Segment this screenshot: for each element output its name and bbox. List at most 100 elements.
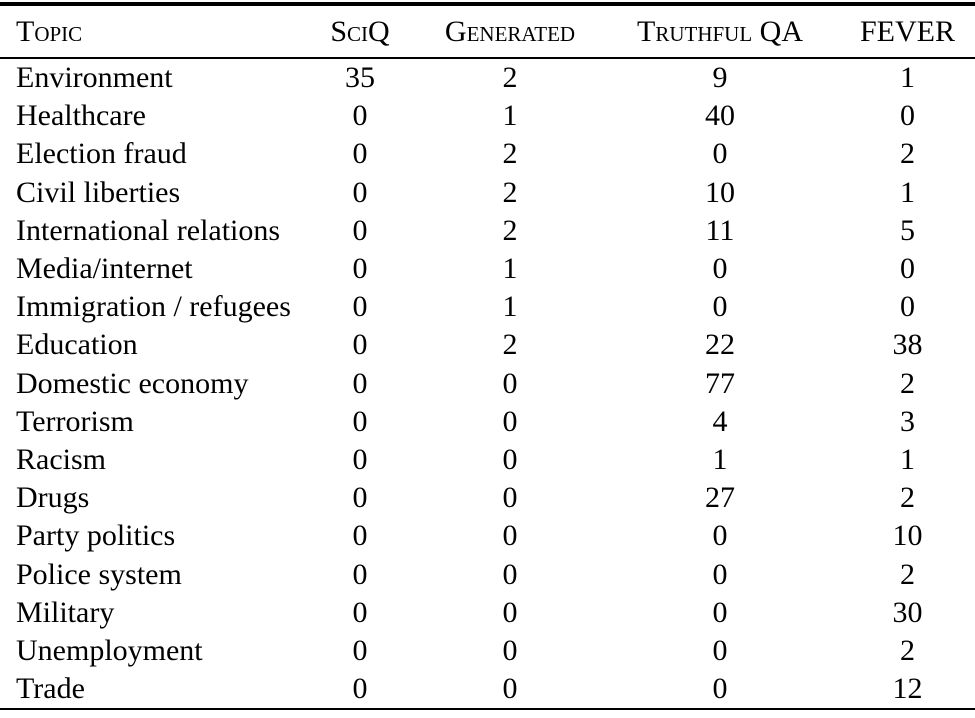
value-cell-truthful_qa: 11 bbox=[705, 213, 735, 247]
value-cell-generated: 0 bbox=[502, 404, 518, 438]
table-row: Election fraud 0 2 0 2 bbox=[0, 135, 975, 173]
value-cell-generated: 2 bbox=[502, 61, 518, 95]
value-cell-truthful_qa: 27 bbox=[705, 481, 735, 515]
value-cell-fever: 2 bbox=[900, 481, 915, 515]
value-cell-generated: 0 bbox=[502, 557, 518, 591]
value-cell-sciq: 0 bbox=[352, 557, 368, 591]
table-row: Terrorism 0 0 4 3 bbox=[0, 403, 975, 441]
value-cell-sciq: 0 bbox=[352, 672, 368, 706]
value-cell-generated: 1 bbox=[502, 290, 518, 324]
value-cell-sciq: 0 bbox=[352, 481, 368, 515]
value-cell-sciq: 0 bbox=[352, 213, 368, 247]
value-cell-sciq: 0 bbox=[352, 137, 368, 171]
topic-cell: Party politics bbox=[16, 519, 176, 553]
value-cell-fever: 0 bbox=[900, 99, 915, 133]
topic-cell: Immigration / refugees bbox=[16, 290, 291, 324]
value-cell-truthful_qa: 9 bbox=[712, 61, 728, 95]
topic-cell: Domestic economy bbox=[16, 366, 249, 400]
value-cell-fever: 2 bbox=[900, 137, 915, 171]
value-cell-generated: 2 bbox=[502, 213, 518, 247]
topic-cell: Civil liberties bbox=[16, 175, 181, 209]
topic-cell: Racism bbox=[16, 442, 106, 476]
table-row: Military 0 0 0 30 bbox=[0, 594, 975, 632]
value-cell-truthful_qa: 1 bbox=[712, 442, 728, 476]
value-cell-fever: 0 bbox=[900, 290, 915, 324]
column-header-fever: FEVER bbox=[840, 4, 975, 59]
value-cell-sciq: 0 bbox=[352, 328, 368, 362]
table-row: Education 0 2 22 38 bbox=[0, 326, 975, 364]
value-cell-generated: 2 bbox=[502, 137, 518, 171]
topic-cell: Trade bbox=[16, 672, 85, 706]
value-cell-fever: 0 bbox=[900, 252, 915, 286]
value-cell-generated: 0 bbox=[502, 595, 518, 629]
table-row: Domestic economy 0 0 77 2 bbox=[0, 365, 975, 403]
value-cell-generated: 2 bbox=[502, 328, 518, 362]
value-cell-fever: 2 bbox=[900, 557, 915, 591]
topic-cell: Education bbox=[16, 328, 138, 362]
table-row: Police system 0 0 0 2 bbox=[0, 555, 975, 593]
value-cell-fever: 2 bbox=[900, 633, 915, 667]
topic-cell: Unemployment bbox=[16, 633, 203, 667]
column-header-topic: Topic bbox=[0, 4, 300, 59]
value-cell-generated: 0 bbox=[502, 519, 518, 553]
value-cell-truthful_qa: 10 bbox=[705, 175, 735, 209]
value-cell-fever: 5 bbox=[900, 213, 915, 247]
value-cell-fever: 30 bbox=[892, 595, 923, 629]
value-cell-generated: 0 bbox=[502, 481, 518, 515]
value-cell-fever: 38 bbox=[892, 328, 923, 362]
value-cell-sciq: 0 bbox=[352, 442, 368, 476]
value-cell-sciq: 0 bbox=[352, 252, 368, 286]
value-cell-truthful_qa: 4 bbox=[712, 404, 728, 438]
value-cell-truthful_qa: 22 bbox=[705, 328, 735, 362]
value-cell-generated: 0 bbox=[502, 442, 518, 476]
value-cell-fever: 2 bbox=[900, 366, 915, 400]
table-row: Trade 0 0 0 12 bbox=[0, 670, 975, 709]
table-body: Environment 35 2 9 1 Healthcare 0 1 40 0 Election … bbox=[0, 58, 975, 709]
topic-cell: Healthcare bbox=[16, 99, 146, 133]
value-cell-generated: 0 bbox=[502, 633, 518, 667]
value-cell-truthful_qa: 40 bbox=[705, 99, 735, 133]
table-row: Healthcare 0 1 40 0 bbox=[0, 97, 975, 135]
value-cell-truthful_qa: 77 bbox=[705, 366, 735, 400]
value-cell-sciq: 0 bbox=[352, 595, 368, 629]
table-row: Drugs 0 0 27 2 bbox=[0, 479, 975, 517]
column-header-truthful_qa: Truthful QA bbox=[600, 4, 840, 59]
value-cell-generated: 1 bbox=[502, 99, 518, 133]
topic-cell: Drugs bbox=[16, 481, 90, 515]
value-cell-sciq: 0 bbox=[352, 290, 368, 324]
topic-cell: Military bbox=[16, 595, 115, 629]
value-cell-sciq: 0 bbox=[352, 366, 368, 400]
value-cell-truthful_qa: 0 bbox=[712, 557, 728, 591]
value-cell-truthful_qa: 0 bbox=[712, 672, 728, 706]
value-cell-generated: 0 bbox=[502, 366, 518, 400]
column-header-generated: Generated bbox=[420, 4, 600, 59]
value-cell-generated: 2 bbox=[502, 175, 518, 209]
value-cell-fever: 10 bbox=[892, 519, 923, 553]
value-cell-truthful_qa: 0 bbox=[712, 595, 728, 629]
topic-cell: Media/internet bbox=[16, 252, 193, 286]
topic-cell: Terrorism bbox=[16, 404, 134, 438]
table-row: Civil liberties 0 2 10 1 bbox=[0, 174, 975, 212]
value-cell-generated: 0 bbox=[502, 672, 518, 706]
value-cell-truthful_qa: 0 bbox=[712, 633, 728, 667]
table-row: Immigration / refugees 0 1 0 0 bbox=[0, 288, 975, 326]
table-row: Party politics 0 0 0 10 bbox=[0, 517, 975, 555]
table-row: Media/internet 0 1 0 0 bbox=[0, 250, 975, 288]
value-cell-truthful_qa: 0 bbox=[712, 252, 728, 286]
topic-cell: Environment bbox=[16, 61, 173, 95]
value-cell-fever: 12 bbox=[892, 672, 923, 706]
value-cell-fever: 1 bbox=[900, 442, 915, 476]
value-cell-truthful_qa: 0 bbox=[712, 519, 728, 553]
value-cell-sciq: 0 bbox=[352, 99, 368, 133]
value-cell-sciq: 0 bbox=[352, 519, 368, 553]
value-cell-generated: 1 bbox=[502, 252, 518, 286]
table-header: Topic SciQ Generated Truthful QA FEVER bbox=[0, 4, 975, 59]
topic-cell: Election fraud bbox=[16, 137, 187, 171]
value-cell-fever: 1 bbox=[900, 61, 915, 95]
value-cell-truthful_qa: 0 bbox=[712, 137, 728, 171]
topic-cell: Police system bbox=[16, 557, 182, 591]
value-cell-fever: 1 bbox=[900, 175, 915, 209]
value-cell-sciq: 35 bbox=[345, 61, 375, 95]
